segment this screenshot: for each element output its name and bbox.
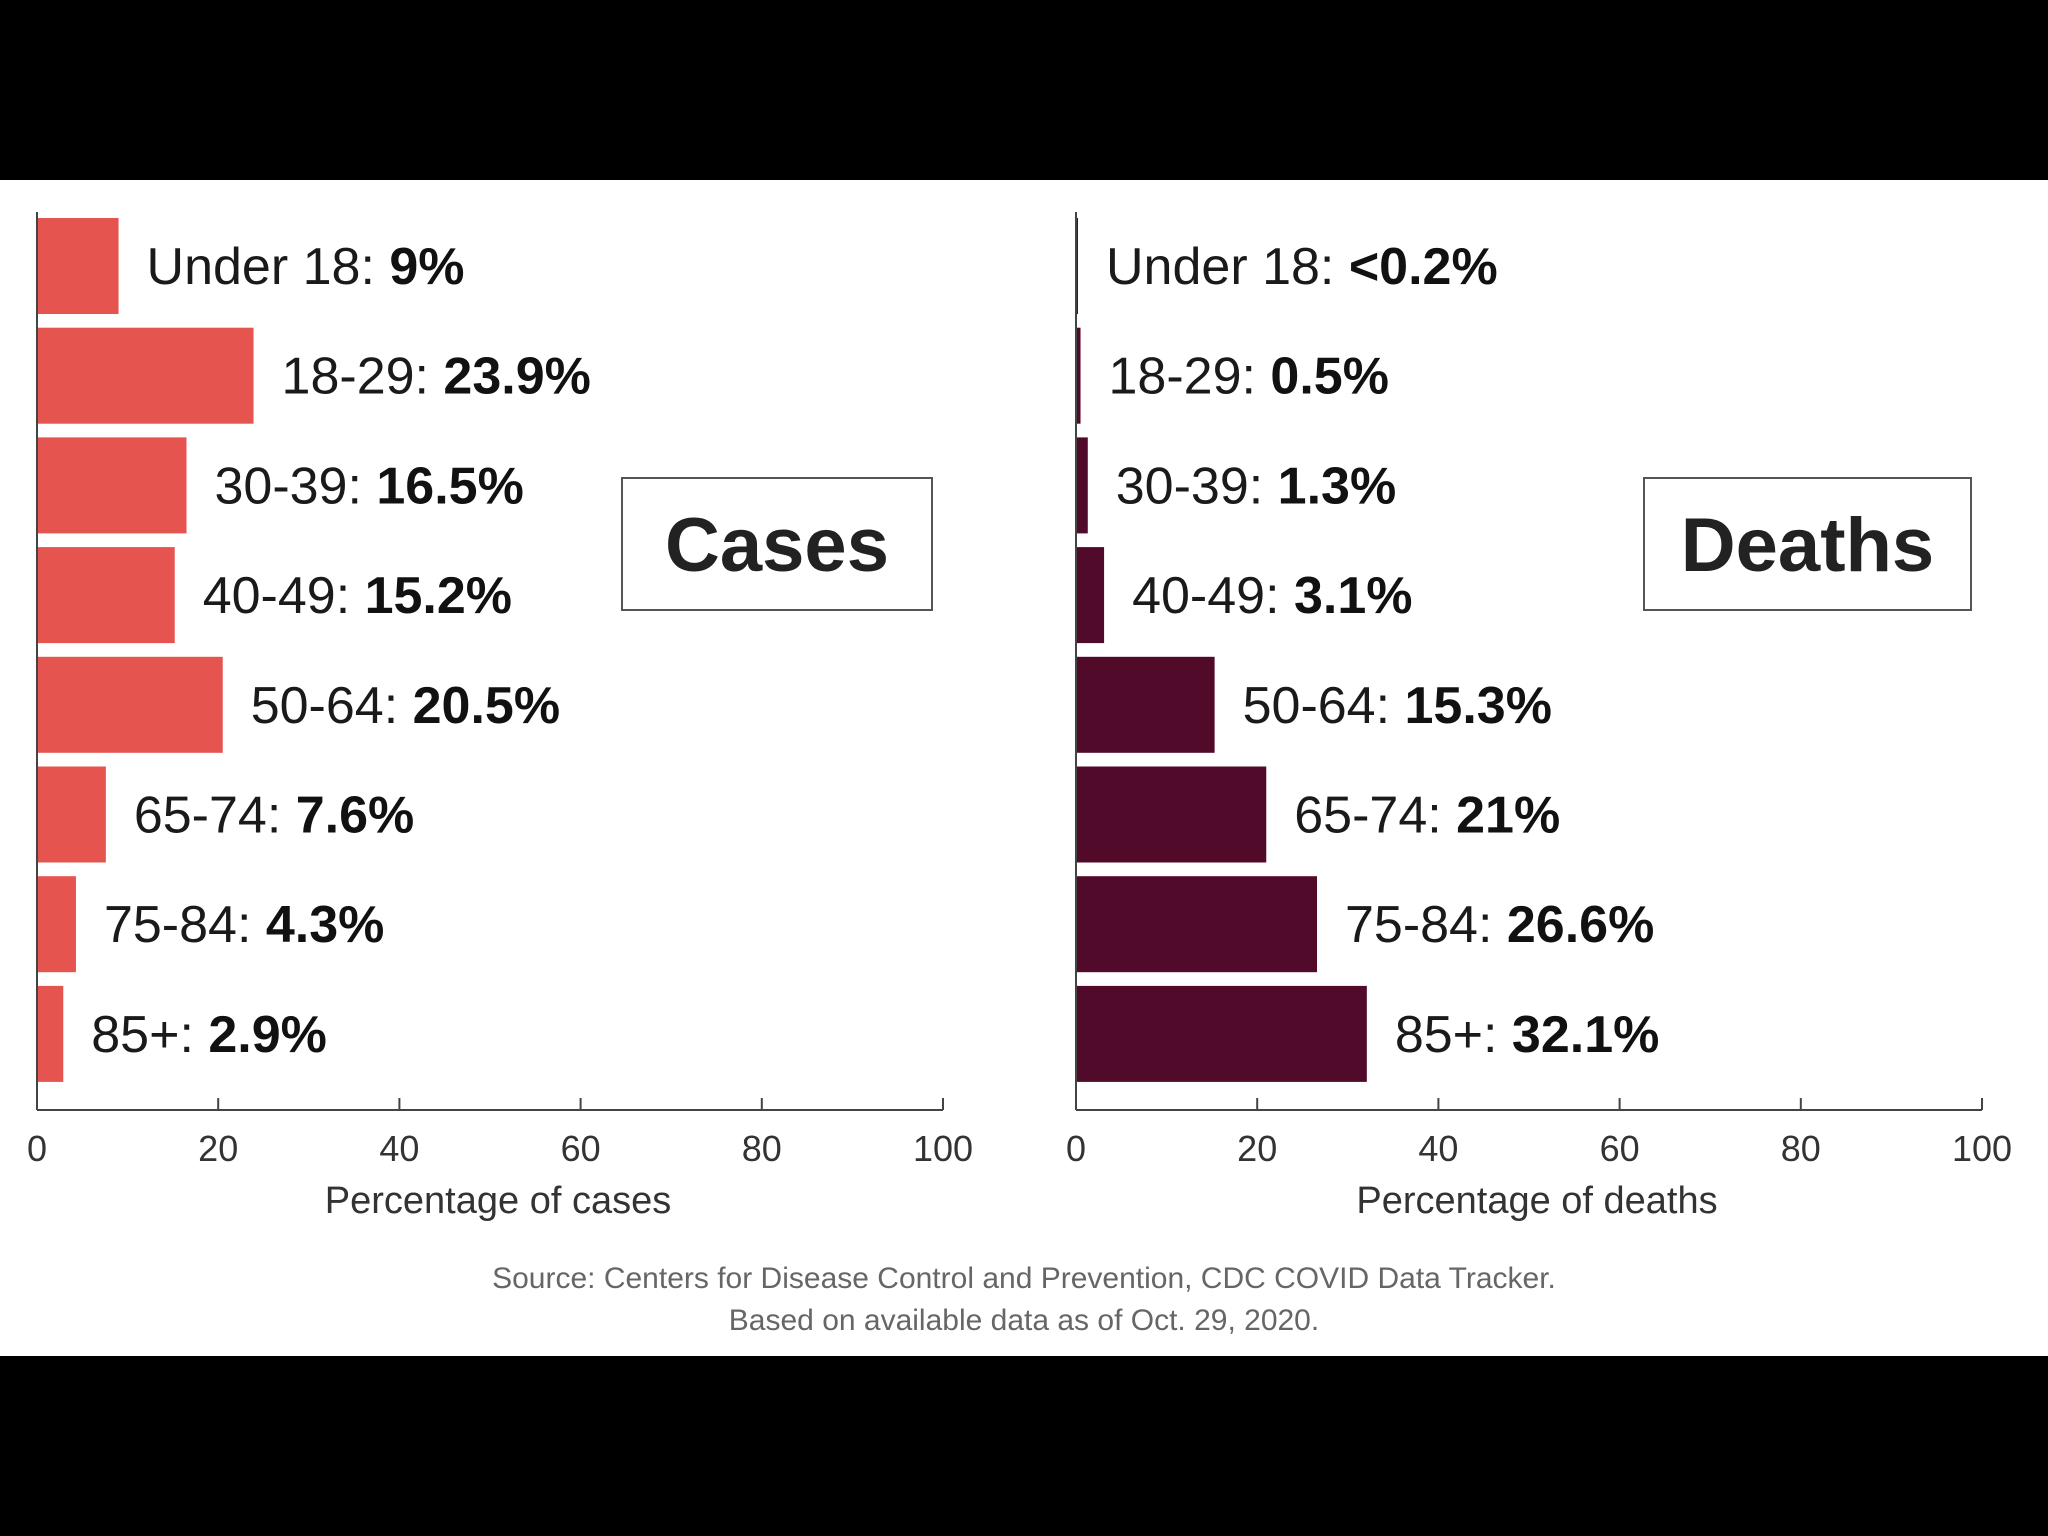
cases-bar-label-4: 50-64: 20.5% — [251, 677, 560, 735]
cases-x-tick-label-0: 0 — [27, 1128, 47, 1169]
deaths-x-tick-label-3: 60 — [1600, 1128, 1640, 1169]
deaths-value-label-6: 26.6% — [1507, 896, 1654, 954]
cases-x-tick-label-2: 40 — [379, 1128, 419, 1169]
deaths-value-label-1: 0.5% — [1270, 348, 1389, 406]
deaths-category-label-7: 85+: — [1395, 1006, 1512, 1064]
deaths-x-tick-label-4: 80 — [1781, 1128, 1821, 1169]
cases-category-label-5: 65-74: — [134, 787, 296, 845]
cases-bar-6 — [37, 876, 76, 973]
deaths-x-tick-label-5: 100 — [1952, 1128, 2012, 1169]
cases-chart-title: Cases — [665, 503, 889, 588]
deaths-x-tick-label-0: 0 — [1066, 1128, 1086, 1169]
cases-bar-label-3: 40-49: 15.2% — [203, 567, 512, 625]
deaths-x-tick-label-1: 20 — [1237, 1128, 1277, 1169]
deaths-category-label-1: 18-29: — [1109, 348, 1271, 406]
deaths-bar-label-4: 50-64: 15.3% — [1243, 677, 1552, 735]
deaths-value-label-5: 21% — [1456, 787, 1560, 845]
deaths-x-axis-title: Percentage of deaths — [1356, 1180, 1717, 1222]
deaths-value-label-2: 1.3% — [1278, 457, 1397, 515]
deaths-bar-label-0: Under 18: <0.2% — [1106, 238, 1498, 296]
cases-category-label-3: 40-49: — [203, 567, 365, 625]
deaths-category-label-0: Under 18: — [1106, 238, 1349, 296]
cases-x-tick-label-5: 100 — [913, 1128, 973, 1169]
figure-panel — [0, 180, 2048, 1356]
cases-bar-0 — [37, 218, 119, 314]
cases-value-label-3: 15.2% — [365, 567, 512, 625]
source-line-1: Source: Centers for Disease Control and … — [492, 1262, 1556, 1295]
deaths-bar-5 — [1076, 766, 1267, 863]
deaths-chart-title: Deaths — [1681, 503, 1934, 588]
cases-x-tick-label-4: 80 — [742, 1128, 782, 1169]
cases-bar-1 — [37, 327, 254, 424]
deaths-bar-label-1: 18-29: 0.5% — [1109, 348, 1389, 406]
deaths-bar-7 — [1076, 985, 1367, 1082]
deaths-title-box — [1643, 477, 1972, 611]
cases-title-box — [621, 477, 933, 611]
cases-bar-4 — [37, 656, 223, 753]
deaths-value-label-3: 3.1% — [1294, 567, 1413, 625]
deaths-bar-label-5: 65-74: 21% — [1294, 787, 1560, 845]
deaths-category-label-3: 40-49: — [1132, 567, 1294, 625]
cases-bar-7 — [37, 985, 64, 1082]
deaths-category-label-2: 30-39: — [1116, 457, 1278, 515]
cases-category-label-6: 75-84: — [104, 896, 266, 954]
cases-x-axis-title: Percentage of cases — [325, 1180, 671, 1222]
deaths-bar-4 — [1076, 656, 1215, 753]
cases-x-tick-label-1: 20 — [198, 1128, 238, 1169]
cases-bar-3 — [37, 547, 175, 644]
cases-bar-5 — [37, 766, 106, 863]
cases-value-label-6: 4.3% — [266, 896, 385, 954]
cases-bar-label-1: 18-29: 23.9% — [282, 348, 591, 406]
cases-value-label-0: 9% — [389, 238, 464, 296]
deaths-value-label-7: 32.1% — [1512, 1006, 1659, 1064]
cases-bar-label-5: 65-74: 7.6% — [134, 787, 414, 845]
deaths-bar-3 — [1076, 547, 1105, 644]
cases-value-label-1: 23.9% — [443, 348, 590, 406]
cases-x-tick-label-3: 60 — [561, 1128, 601, 1169]
cases-bar-2 — [37, 437, 187, 534]
cases-bar-label-7: 85+: 2.9% — [91, 1006, 327, 1064]
cases-value-label-2: 16.5% — [376, 457, 523, 515]
cases-value-label-7: 2.9% — [208, 1006, 327, 1064]
deaths-x-tick-label-2: 40 — [1418, 1128, 1458, 1169]
deaths-bar-label-6: 75-84: 26.6% — [1345, 896, 1654, 954]
cases-category-label-7: 85+: — [91, 1006, 208, 1064]
cases-value-label-4: 20.5% — [413, 677, 560, 735]
deaths-bar-6 — [1076, 876, 1317, 973]
cases-bar-label-0: Under 18: 9% — [147, 238, 465, 296]
deaths-bar-2 — [1076, 437, 1088, 534]
deaths-category-label-5: 65-74: — [1294, 787, 1456, 845]
deaths-category-label-4: 50-64: — [1243, 677, 1405, 735]
cases-category-label-2: 30-39: — [214, 457, 376, 515]
deaths-bar-label-2: 30-39: 1.3% — [1116, 457, 1396, 515]
cases-category-label-0: Under 18: — [147, 238, 390, 296]
deaths-bar-1 — [1076, 327, 1081, 424]
deaths-value-label-4: 15.3% — [1405, 677, 1552, 735]
cases-value-label-5: 7.6% — [296, 787, 415, 845]
deaths-value-label-0: <0.2% — [1349, 238, 1498, 296]
deaths-bar-label-7: 85+: 32.1% — [1395, 1006, 1660, 1064]
source-line-2: Based on available data as of Oct. 29, 2… — [728, 1304, 1320, 1337]
cases-category-label-4: 50-64: — [251, 677, 413, 735]
cases-category-label-1: 18-29: — [282, 348, 444, 406]
cases-bar-label-6: 75-84: 4.3% — [104, 896, 384, 954]
deaths-bar-label-3: 40-49: 3.1% — [1132, 567, 1412, 625]
deaths-category-label-6: 75-84: — [1345, 896, 1507, 954]
cases-bar-label-2: 30-39: 16.5% — [214, 457, 523, 515]
